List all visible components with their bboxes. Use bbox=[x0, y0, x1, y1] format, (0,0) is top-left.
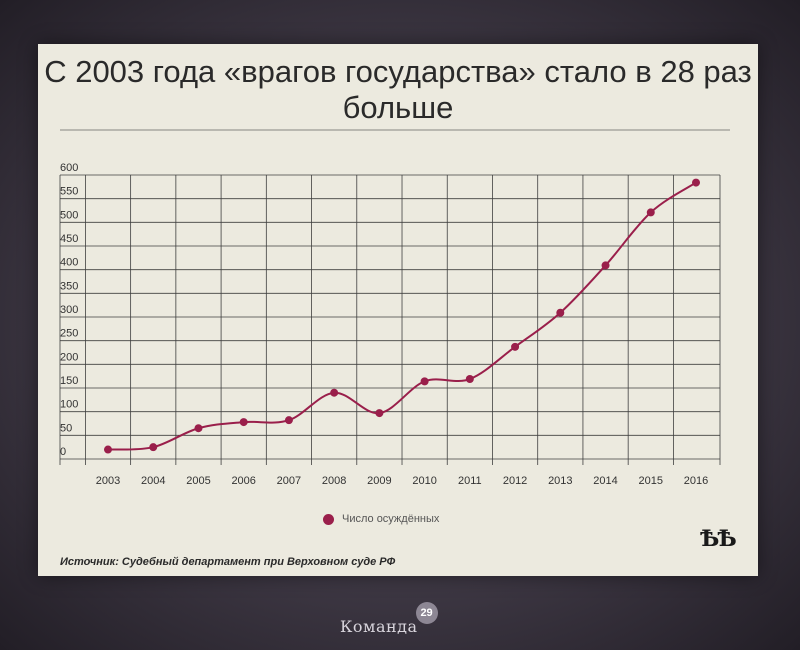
x-tick-label: 2003 bbox=[96, 475, 120, 487]
brand-badge: 29 bbox=[415, 602, 438, 624]
data-point bbox=[601, 261, 610, 270]
x-tick-label: 2013 bbox=[548, 475, 572, 487]
data-point bbox=[420, 377, 429, 386]
data-point bbox=[511, 342, 520, 351]
data-point bbox=[104, 445, 112, 454]
data-point bbox=[239, 418, 248, 427]
brand-watermark: Команда 29 bbox=[340, 602, 438, 636]
x-tick-label: 2014 bbox=[593, 475, 617, 487]
chart-card: С 2003 года «врагов государства» стало в… bbox=[38, 44, 758, 576]
x-tick-label: 2009 bbox=[367, 475, 391, 487]
data-point bbox=[149, 443, 158, 452]
brand-name: Команда bbox=[340, 617, 418, 636]
data-point bbox=[646, 208, 655, 217]
x-tick-label: 2011 bbox=[458, 475, 482, 487]
x-tick-label: 2015 bbox=[639, 475, 663, 487]
x-tick-label: 2007 bbox=[277, 475, 301, 487]
title-divider bbox=[60, 129, 730, 131]
data-point bbox=[465, 375, 474, 384]
x-tick-label: 2016 bbox=[684, 475, 708, 487]
y-tick-label: 100 bbox=[60, 399, 78, 411]
x-tick-label: 2008 bbox=[322, 475, 346, 487]
data-point bbox=[330, 388, 339, 397]
y-tick-label: 300 bbox=[60, 304, 78, 316]
y-tick-label: 550 bbox=[60, 186, 78, 198]
y-tick-label: 50 bbox=[60, 422, 72, 434]
x-tick-label: 2005 bbox=[186, 475, 210, 487]
data-point bbox=[556, 308, 565, 317]
y-tick-label: 400 bbox=[60, 257, 78, 269]
y-tick-label: 250 bbox=[60, 328, 78, 340]
x-tick-label: 2006 bbox=[231, 475, 255, 487]
y-tick-label: 500 bbox=[60, 209, 78, 221]
chart-title: С 2003 года «врагов государства» стало в… bbox=[44, 54, 752, 125]
data-point bbox=[194, 424, 203, 433]
y-tick-label: 600 bbox=[60, 162, 78, 174]
y-tick-label: 200 bbox=[60, 351, 78, 363]
legend-marker bbox=[323, 513, 334, 525]
y-tick-label: 0 bbox=[60, 446, 66, 458]
y-tick-label: 450 bbox=[60, 233, 78, 245]
x-tick-label: 2004 bbox=[141, 475, 165, 487]
data-point bbox=[692, 178, 700, 187]
source-note: Источник: Судебный департамент при Верхо… bbox=[60, 556, 396, 568]
legend-label: Число осуждённых bbox=[342, 513, 440, 525]
y-tick-label: 150 bbox=[60, 375, 78, 387]
data-point bbox=[375, 409, 384, 418]
line-chart: 0 50 100 150 200 250 300 350 400 450 500 550 600 2003… bbox=[59, 162, 721, 487]
publisher-logo: ѢѢ bbox=[700, 526, 737, 552]
x-tick-label: 2012 bbox=[503, 475, 527, 487]
y-tick-label: 350 bbox=[60, 280, 78, 292]
data-point bbox=[284, 416, 293, 425]
legend: Число осуждённых bbox=[323, 512, 439, 526]
x-tick-label: 2010 bbox=[412, 475, 436, 487]
